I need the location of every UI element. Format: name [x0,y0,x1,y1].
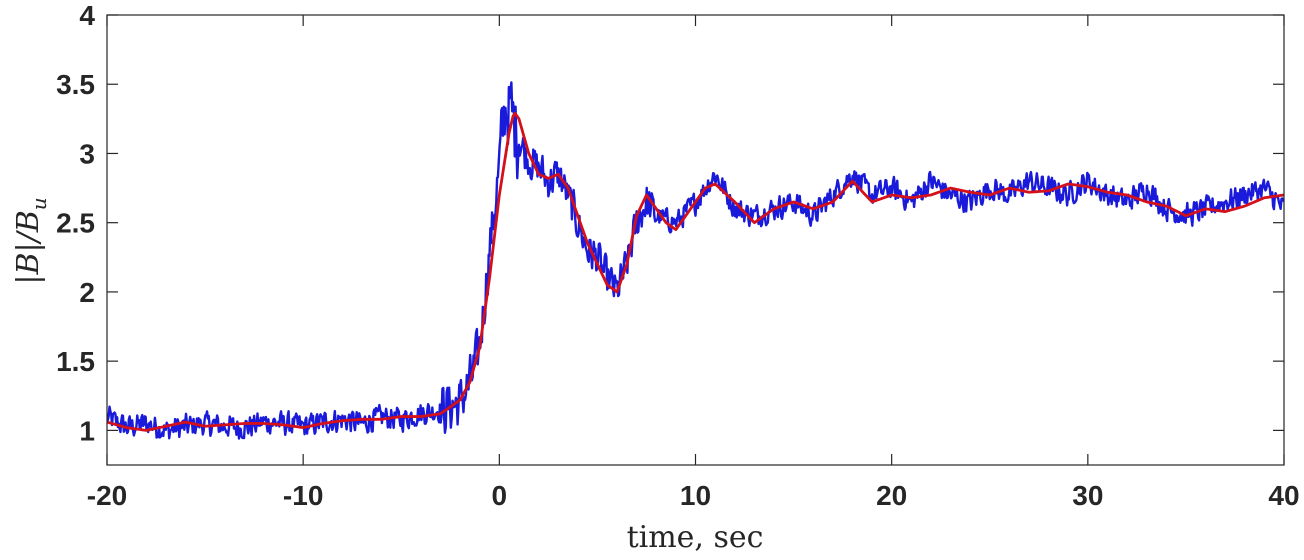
x-tick-label: 30 [1072,480,1103,511]
x-tick-label: -10 [283,480,323,511]
y-tick-label: 1.5 [56,346,95,377]
x-tick-label: 10 [680,480,711,511]
x-tick-label: 20 [876,480,907,511]
y-axis-label: |B|/Bu [11,197,51,284]
y-tick-label: 2.5 [56,208,95,239]
x-tick-label: -20 [87,480,127,511]
svg-text:|B|/Bu: |B|/Bu [11,197,51,284]
y-tick-label: 4 [79,0,95,31]
x-tick-label: 40 [1268,480,1299,511]
y-tick-label: 3.5 [56,69,95,100]
x-axis-label: time, sec [627,520,764,555]
series-line-smoothed [107,111,1284,432]
y-tick-label: 3 [79,138,95,169]
plot-area-background [107,15,1284,465]
x-tick-label: 0 [492,480,508,511]
y-axis-label-text: |B|/B [11,210,46,284]
y-tick-label: 2 [79,277,95,308]
series-line-raw [107,81,1284,440]
y-tick-label: 1 [79,415,95,446]
